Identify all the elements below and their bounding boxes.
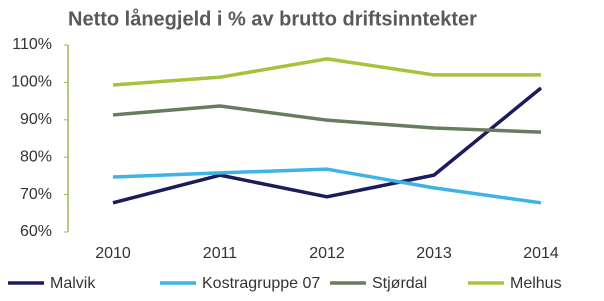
y-tick-label: 90% xyxy=(20,111,52,128)
y-tick-label: 100% xyxy=(11,74,52,91)
y-tick-label: 70% xyxy=(20,186,52,203)
legend-label: Stjørdal xyxy=(372,275,427,292)
series-line xyxy=(112,104,542,134)
series-line xyxy=(112,86,543,205)
x-tick-label: 2011 xyxy=(203,245,238,262)
y-tick-label: 110% xyxy=(12,36,52,53)
legend-label: Malvik xyxy=(50,275,96,292)
legend-label: Melhus xyxy=(510,275,562,292)
legend-label: Kostragruppe 07 xyxy=(202,275,320,292)
series-line xyxy=(112,57,541,87)
x-tick-label: 2010 xyxy=(95,245,131,262)
x-tick-label: 2013 xyxy=(416,245,452,262)
y-tick-label: 80% xyxy=(20,148,52,165)
y-tick-label: 60% xyxy=(20,223,52,240)
series-line xyxy=(112,167,542,205)
x-tick-label: 2014 xyxy=(523,245,559,262)
chart-title: Netto lånegjeld i % av brutto driftsinnt… xyxy=(68,7,477,30)
x-tick-label: 2012 xyxy=(309,245,345,262)
